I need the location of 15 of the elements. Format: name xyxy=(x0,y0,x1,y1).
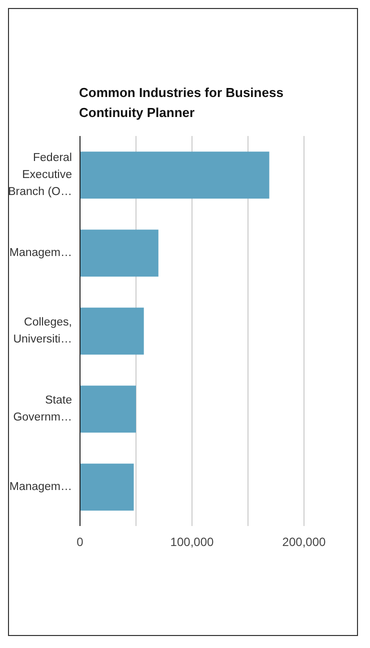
y-tick-label: Colleges, Universiti… xyxy=(13,316,72,346)
bar xyxy=(80,308,144,355)
card-frame: Common Industries for Business Continuity Planner 0 100,000 200,000 Federal Executive Branch (O… Managem… Colleges, Universiti… State Governm… Managem… xyxy=(8,8,358,636)
x-tick-label: 100,000 xyxy=(170,535,214,549)
y-tick-label: State Governm… xyxy=(13,394,72,424)
bar xyxy=(80,386,136,433)
x-tick-label: 0 xyxy=(76,535,84,549)
bar xyxy=(80,230,158,277)
chart-title: Common Industries for Business Continuity Planner xyxy=(79,84,284,122)
y-tick-label: Federal Executive Branch (O… xyxy=(8,152,72,198)
x-tick-label: 200,000 xyxy=(282,535,326,549)
bar xyxy=(80,464,134,511)
y-tick-label: Managem… xyxy=(9,481,72,493)
bar xyxy=(80,152,270,199)
y-tick-label: Managem… xyxy=(9,247,72,259)
